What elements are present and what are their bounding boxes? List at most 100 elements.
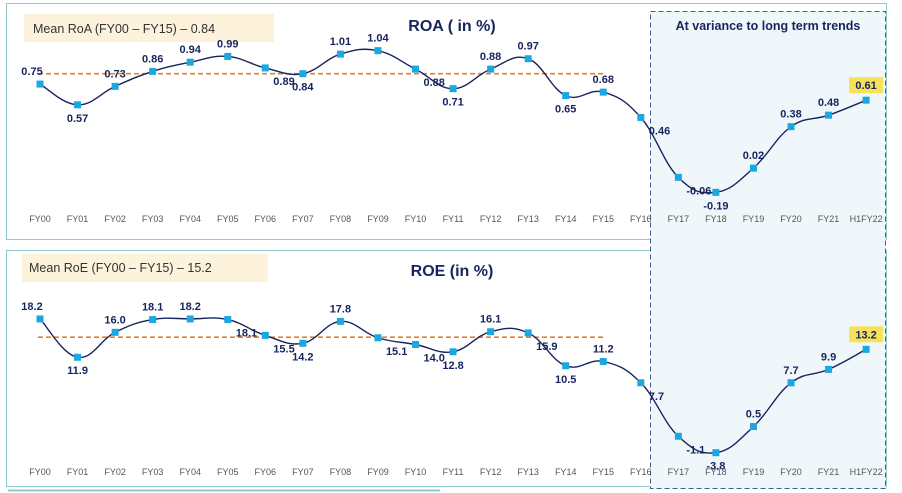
roe-value-label-fy21: 9.9 bbox=[821, 351, 836, 363]
roa-value-label-fy20: 0.38 bbox=[780, 109, 801, 121]
roe-x-tick-fy04: FY04 bbox=[179, 467, 201, 477]
roe-point-fy13 bbox=[524, 329, 532, 337]
roe-value-label-fy20: 7.7 bbox=[783, 365, 798, 377]
roa-x-tick-fy13: FY13 bbox=[517, 214, 539, 224]
roa-point-fy07 bbox=[299, 70, 307, 78]
roe-x-tick-fy15: FY15 bbox=[592, 467, 614, 477]
roa-value-label-h1fy22: 0.61 bbox=[855, 80, 876, 92]
roa-x-tick-h1fy22: H1FY22 bbox=[850, 214, 883, 224]
roe-value-label-fy00: 18.2 bbox=[21, 301, 42, 313]
roa-x-tick-fy15: FY15 bbox=[592, 214, 614, 224]
roe-point-fy07 bbox=[299, 339, 307, 347]
roe-x-tick-fy06: FY06 bbox=[255, 467, 277, 477]
roa-point-h1fy22 bbox=[862, 96, 870, 104]
roe-x-tick-fy05: FY05 bbox=[217, 467, 239, 477]
roe-point-h1fy22 bbox=[862, 345, 870, 353]
roa-point-fy03 bbox=[149, 67, 157, 75]
roa-value-label-fy03: 0.86 bbox=[142, 53, 163, 65]
roe-point-fy18 bbox=[712, 449, 720, 457]
roa-chart-title: ROA ( in %) bbox=[408, 18, 495, 35]
roe-x-tick-fy12: FY12 bbox=[480, 467, 502, 477]
roa-value-label-fy21: 0.48 bbox=[818, 97, 839, 109]
roa-value-label-fy15: 0.68 bbox=[593, 74, 614, 86]
roe-value-label-fy19: 0.5 bbox=[746, 409, 761, 421]
roe-x-tick-fy14: FY14 bbox=[555, 467, 577, 477]
roe-value-label-h1fy22: 13.2 bbox=[855, 329, 876, 341]
roa-line-chart: 0.75 FY00 0.57 FY01 0.73 FY02 0.86 FY03 0.94 FY04… bbox=[21, 33, 884, 224]
roe-point-fy21 bbox=[825, 365, 833, 373]
roe-latest-highlight bbox=[849, 326, 884, 343]
roe-point-fy09 bbox=[374, 334, 382, 342]
roa-x-tick-fy16: FY16 bbox=[630, 214, 652, 224]
roe-value-label-fy10: 14.0 bbox=[424, 352, 445, 364]
roe-point-fy01 bbox=[74, 353, 82, 361]
roa-point-fy10 bbox=[412, 65, 419, 73]
roa-point-fy18 bbox=[712, 188, 720, 196]
roa-x-tick-fy19: FY19 bbox=[743, 214, 765, 224]
roa-value-label-fy04: 0.94 bbox=[179, 44, 201, 56]
roa-x-tick-fy06: FY06 bbox=[255, 214, 277, 224]
roe-point-fy16 bbox=[637, 379, 645, 387]
roe-value-label-fy09: 15.1 bbox=[386, 346, 407, 358]
roe-point-fy17 bbox=[674, 432, 682, 440]
roe-point-fy12 bbox=[487, 328, 495, 336]
roe-point-fy19 bbox=[749, 423, 757, 431]
roe-panel-frame bbox=[6, 250, 887, 487]
roa-x-tick-fy08: FY08 bbox=[330, 214, 352, 224]
roe-mean-label: Mean RoE (FY00 – FY15) – 15.2 bbox=[29, 261, 212, 275]
roe-point-fy05 bbox=[224, 316, 232, 324]
roa-x-tick-fy10: FY10 bbox=[405, 214, 427, 224]
roa-point-fy01 bbox=[74, 101, 82, 109]
roe-x-tick-fy18: FY18 bbox=[705, 467, 727, 477]
roa-latest-highlight bbox=[849, 77, 884, 94]
roa-point-fy17 bbox=[674, 173, 682, 181]
roa-value-label-fy17: -0.06 bbox=[686, 185, 711, 197]
roa-x-tick-fy07: FY07 bbox=[292, 214, 314, 224]
roa-x-tick-fy21: FY21 bbox=[818, 214, 840, 224]
roe-value-label-fy11: 12.8 bbox=[442, 360, 463, 372]
roa-value-label-fy12: 0.88 bbox=[480, 51, 501, 63]
roa-point-fy19 bbox=[749, 164, 757, 172]
roe-value-label-fy07: 14.2 bbox=[292, 351, 313, 363]
roe-value-label-fy04: 18.2 bbox=[179, 301, 200, 313]
roa-x-tick-fy02: FY02 bbox=[104, 214, 126, 224]
roa-x-tick-fy17: FY17 bbox=[668, 214, 690, 224]
roe-point-fy10 bbox=[412, 340, 419, 348]
roa-point-fy13 bbox=[524, 55, 532, 63]
roe-point-fy02 bbox=[111, 328, 119, 336]
roa-value-label-fy05: 0.99 bbox=[217, 38, 238, 50]
roa-value-label-fy09: 1.04 bbox=[367, 33, 389, 45]
roa-value-label-fy01: 0.57 bbox=[67, 113, 88, 125]
roe-mean-box bbox=[22, 254, 268, 282]
roe-x-tick-fy21: FY21 bbox=[818, 467, 840, 477]
roa-panel-frame bbox=[6, 3, 887, 240]
roe-value-label-fy13: 15.9 bbox=[536, 341, 557, 353]
roe-value-label-fy08: 17.8 bbox=[330, 303, 351, 315]
variance-box-title: At variance to long term trends bbox=[676, 19, 861, 33]
roe-value-label-fy17: -1.1 bbox=[686, 444, 705, 456]
roe-x-tick-fy07: FY07 bbox=[292, 467, 314, 477]
roe-x-tick-fy00: FY00 bbox=[29, 467, 51, 477]
roa-point-fy11 bbox=[449, 85, 457, 93]
roe-value-label-fy02: 16.0 bbox=[104, 314, 125, 326]
roe-x-tick-fy19: FY19 bbox=[743, 467, 765, 477]
roe-line-chart: 18.2 FY00 11.9 FY01 16.0 FY02 18.1 FY03 18.2 FY04… bbox=[21, 301, 884, 477]
roe-value-label-fy12: 16.1 bbox=[480, 314, 501, 326]
roa-value-label-fy14: 0.65 bbox=[555, 104, 576, 116]
roe-point-fy11 bbox=[449, 348, 457, 356]
roe-point-fy06 bbox=[261, 331, 269, 339]
roe-chart-title: ROE (in %) bbox=[411, 263, 494, 280]
roa-mean-box bbox=[24, 14, 274, 42]
roe-point-fy14 bbox=[562, 362, 570, 370]
roa-x-tick-fy11: FY11 bbox=[443, 214, 464, 224]
roa-point-fy04 bbox=[186, 58, 194, 66]
roa-point-fy14 bbox=[562, 92, 570, 100]
roa-x-tick-fy20: FY20 bbox=[780, 214, 802, 224]
roa-x-tick-fy03: FY03 bbox=[142, 214, 164, 224]
roa-value-label-fy13: 0.97 bbox=[517, 41, 538, 53]
roa-value-label-fy06: 0.89 bbox=[273, 76, 294, 88]
roe-value-label-fy14: 10.5 bbox=[555, 374, 576, 386]
roa-value-label-fy00: 0.75 bbox=[21, 66, 42, 78]
roe-value-label-fy16: 7.7 bbox=[649, 391, 664, 403]
roa-x-tick-fy01: FY01 bbox=[67, 214, 89, 224]
